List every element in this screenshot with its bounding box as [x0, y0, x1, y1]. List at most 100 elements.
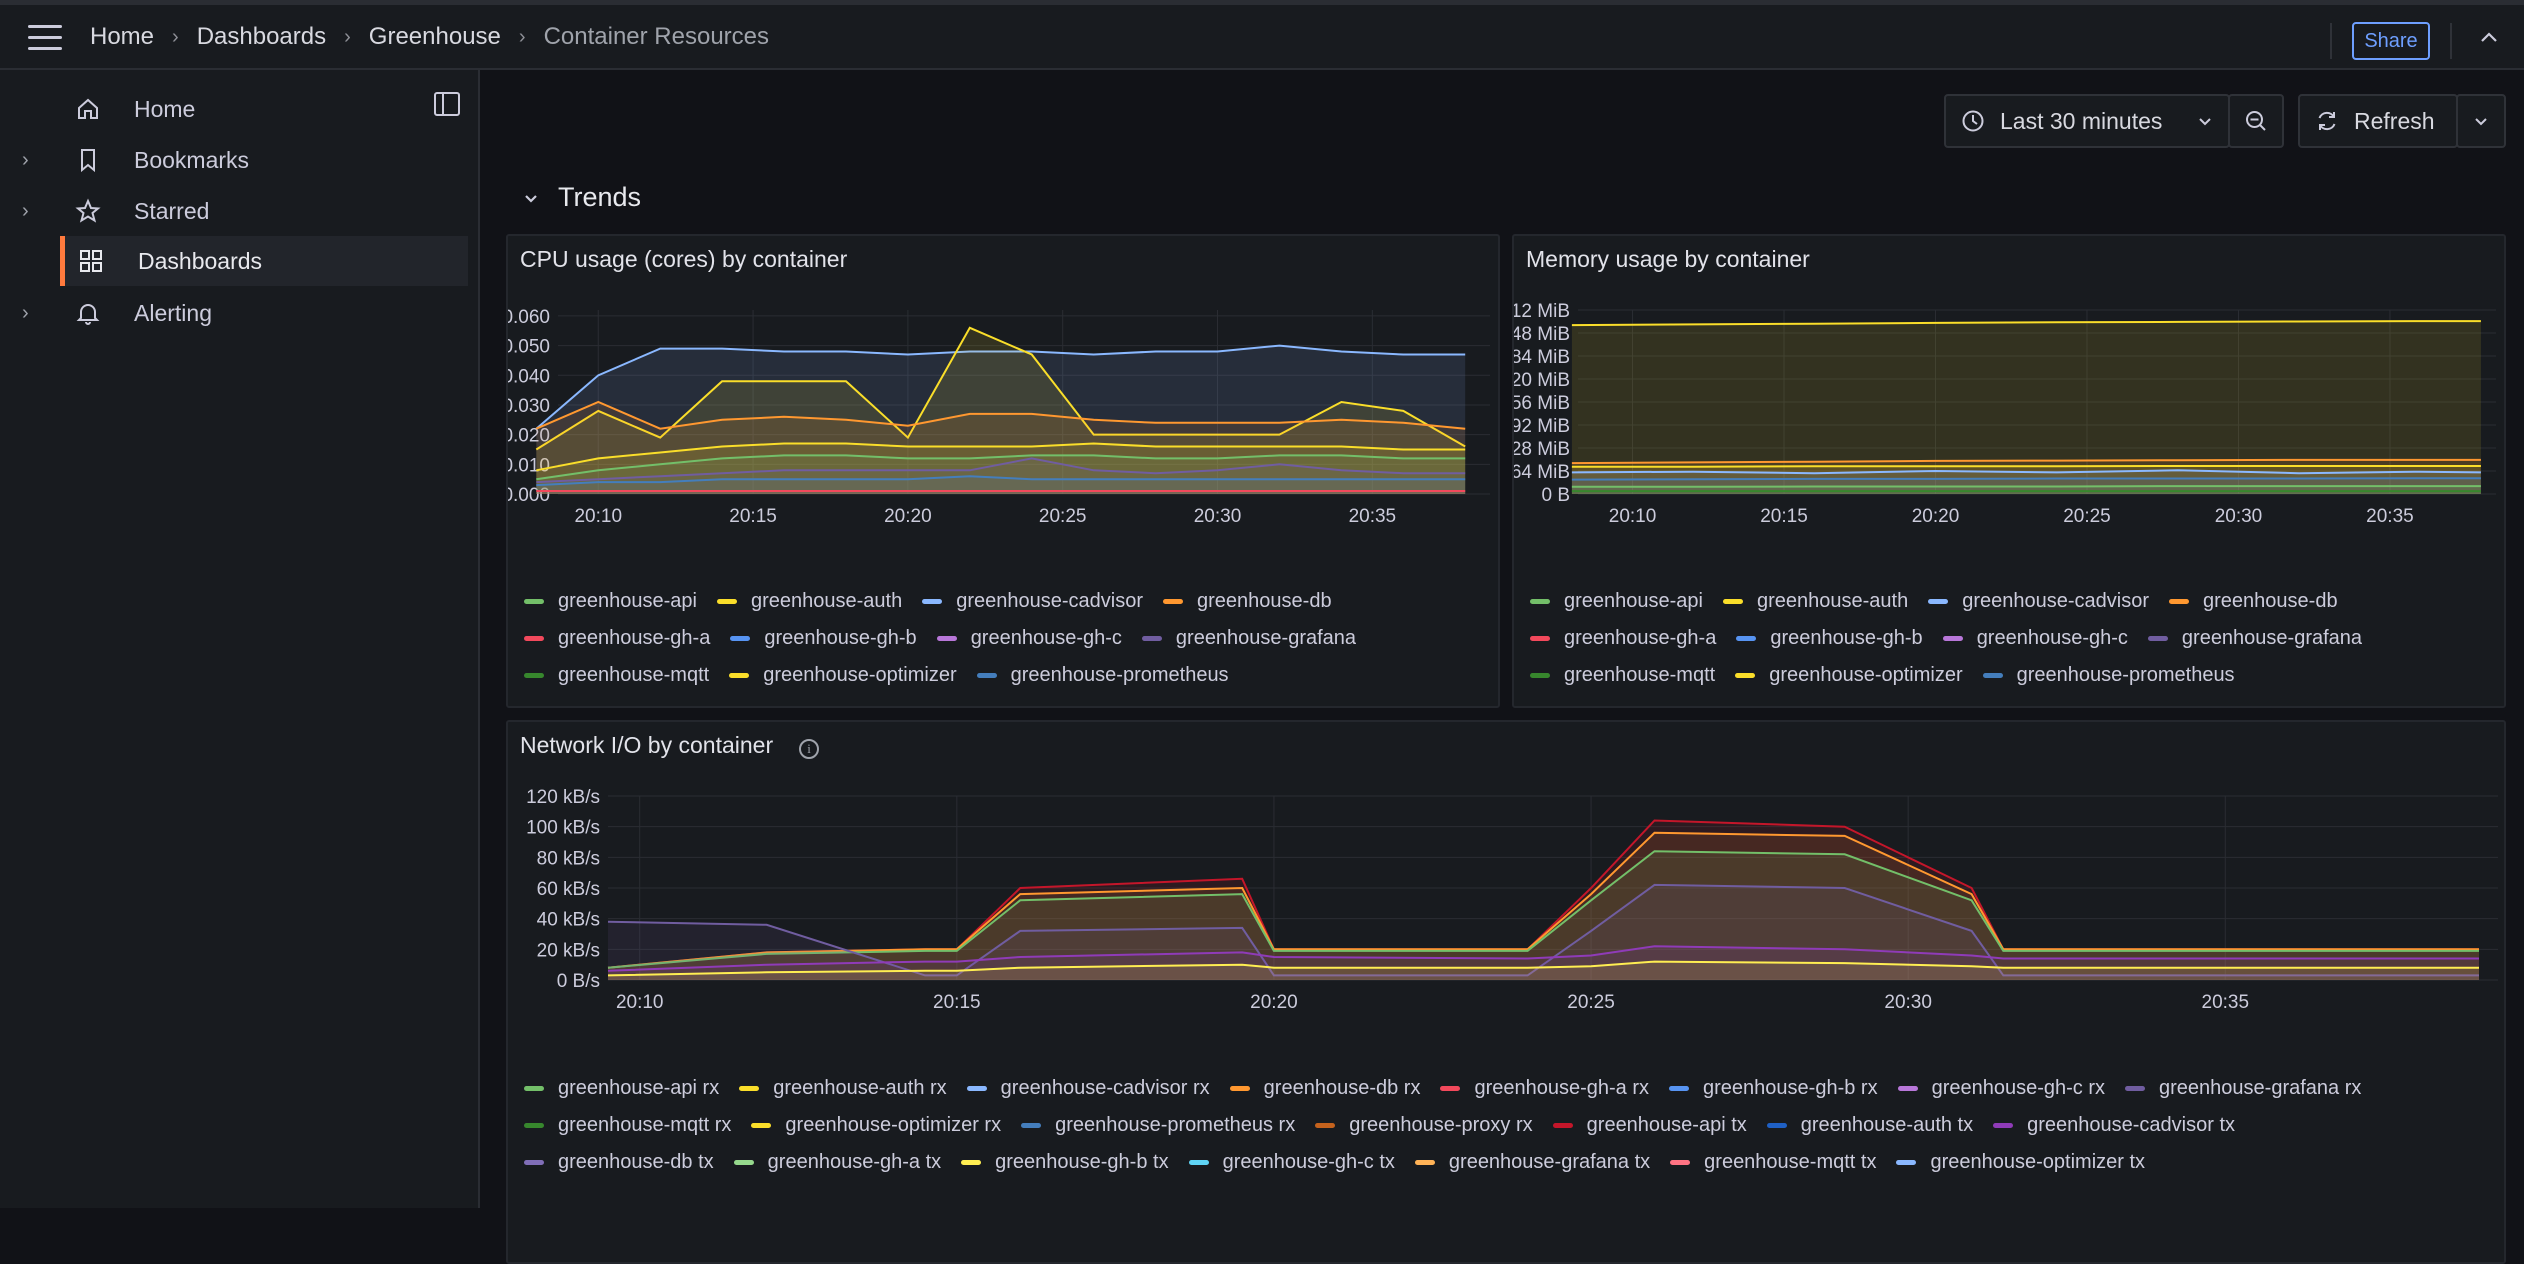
legend-label: greenhouse-auth	[1757, 590, 1909, 612]
legend-item[interactable]: greenhouse-gh-a rx	[1440, 1077, 1649, 1100]
network-chart[interactable]: 0 B/s 20 kB/s 40 kB/s 60 kB/s 80 kB/s 100 kB/…	[508, 782, 2506, 1072]
legend-item[interactable]: greenhouse-gh-b rx	[1669, 1077, 1878, 1100]
sidebar-item-alerting[interactable]: › Alerting	[0, 288, 468, 338]
legend-item[interactable]: greenhouse-grafana	[2147, 627, 2362, 650]
sidebar-item-home[interactable]: Home	[0, 84, 468, 134]
legend-item[interactable]: greenhouse-gh-a	[524, 627, 710, 650]
chevron-right-icon[interactable]: ›	[22, 301, 29, 324]
series-line[interactable]	[536, 457, 1466, 484]
legend-item[interactable]: greenhouse-gh-c rx	[1897, 1077, 2105, 1100]
legend-item[interactable]: greenhouse-api tx	[1552, 1114, 1747, 1137]
memory-chart[interactable]: 0 B64 MiB128 MiB192 MiB256 MiB320 MiB384…	[1514, 296, 2506, 586]
refresh-button[interactable]: Refresh	[2298, 94, 2458, 148]
y-tick-label: 0.040	[508, 366, 550, 387]
legend-item[interactable]: greenhouse-gh-a	[1530, 627, 1716, 650]
series-area	[608, 851, 2479, 980]
legend-item[interactable]: greenhouse-gh-c	[1942, 627, 2128, 650]
legend-item[interactable]: greenhouse-mqtt	[1530, 664, 1715, 687]
legend-item[interactable]: greenhouse-optimizer	[729, 664, 957, 687]
series-line[interactable]	[607, 831, 2479, 969]
legend-item[interactable]: greenhouse-auth	[1723, 590, 1908, 613]
time-range-picker[interactable]: Last 30 minutes	[1944, 94, 2230, 148]
legend-item[interactable]: greenhouse-api rx	[524, 1077, 719, 1100]
refresh-interval-dropdown[interactable]	[2456, 94, 2506, 148]
legend-label: greenhouse-cadvisor	[956, 590, 1144, 612]
series-line[interactable]	[1571, 458, 2481, 465]
panel-memory[interactable]: Memory usage by container 0 B64 MiB128 M…	[1512, 234, 2506, 708]
series-line[interactable]	[607, 850, 2479, 969]
legend-item[interactable]: greenhouse-prometheus	[976, 664, 1229, 687]
legend-item[interactable]: greenhouse-db tx	[524, 1151, 714, 1174]
legend-item[interactable]: greenhouse-mqtt tx	[1670, 1151, 1876, 1174]
legend-item[interactable]: greenhouse-cadvisor rx	[966, 1077, 1210, 1100]
legend-item[interactable]: greenhouse-db rx	[1229, 1077, 1420, 1100]
chevron-up-icon[interactable]	[2478, 27, 2500, 56]
cpu-chart[interactable]: 0.0000.0100.0200.0300.0400.0500.06020:10…	[508, 296, 1500, 586]
series-line[interactable]	[607, 945, 2479, 972]
legend-item[interactable]: greenhouse-cadvisor tx	[1993, 1114, 2235, 1137]
legend-item[interactable]: greenhouse-db	[2169, 590, 2338, 613]
legend-item[interactable]: greenhouse-gh-c	[936, 627, 1122, 650]
series-line[interactable]	[1571, 477, 2481, 481]
legend-swatch	[2169, 599, 2190, 604]
sidebar-item-starred[interactable]: › Starred	[0, 186, 468, 236]
series-line[interactable]	[535, 400, 1466, 430]
breadcrumb-dashboards[interactable]: Dashboards	[196, 23, 327, 50]
legend-label: greenhouse-gh-c tx	[1222, 1151, 1395, 1173]
zoom-out-button[interactable]	[2228, 94, 2284, 148]
menu-icon[interactable]	[28, 25, 62, 51]
panel-network[interactable]: Network I/O by container i 0 B/s 20 kB/s 40…	[506, 720, 2506, 1264]
series-line[interactable]	[1571, 485, 2481, 488]
series-line[interactable]	[607, 960, 2479, 977]
legend-item[interactable]: greenhouse-db	[1163, 590, 1332, 613]
legend-item[interactable]: greenhouse-prometheus rx	[1021, 1114, 1295, 1137]
legend-item[interactable]: greenhouse-gh-b	[730, 627, 917, 650]
legend-item[interactable]: greenhouse-prometheus	[1982, 664, 2235, 687]
legend-item[interactable]: greenhouse-auth	[717, 590, 902, 613]
series-line[interactable]	[1571, 320, 2481, 327]
panel-cpu[interactable]: CPU usage (cores) by container 0.0000.01…	[506, 234, 1500, 708]
legend-item[interactable]: greenhouse-mqtt	[524, 664, 709, 687]
legend-item[interactable]: greenhouse-optimizer tx	[1896, 1151, 2145, 1174]
series-line[interactable]	[536, 454, 1466, 481]
legend-item[interactable]: greenhouse-gh-b tx	[961, 1151, 1169, 1174]
legend-item[interactable]: greenhouse-api	[1530, 590, 1703, 613]
info-icon[interactable]: i	[799, 739, 820, 759]
legend-item[interactable]: greenhouse-mqtt rx	[524, 1114, 731, 1137]
legend-row: greenhouse-mqtt greenhouse-optimizer gre…	[524, 657, 1376, 694]
legend-item[interactable]: greenhouse-gh-a tx	[733, 1151, 941, 1174]
chevron-right-icon[interactable]: ›	[22, 199, 29, 222]
chevron-right-icon[interactable]: ›	[22, 148, 29, 171]
legend-item[interactable]: greenhouse-cadvisor	[922, 590, 1143, 613]
dock-menu-icon[interactable]	[434, 92, 460, 116]
series-line[interactable]	[535, 344, 1466, 430]
legend-item[interactable]: greenhouse-grafana tx	[1414, 1151, 1650, 1174]
legend-item[interactable]: greenhouse-auth tx	[1766, 1114, 1973, 1137]
legend-item[interactable]: greenhouse-grafana	[1141, 627, 1356, 650]
legend-item[interactable]: greenhouse-api	[524, 590, 697, 613]
legend-item[interactable]: greenhouse-cadvisor	[1928, 590, 2149, 613]
series-line[interactable]	[536, 475, 1466, 487]
breadcrumb-greenhouse[interactable]: Greenhouse	[368, 23, 501, 50]
legend-item[interactable]: greenhouse-grafana rx	[2125, 1077, 2361, 1100]
series-line[interactable]	[535, 326, 1466, 451]
legend-item[interactable]: greenhouse-auth rx	[739, 1077, 947, 1100]
legend-item[interactable]: greenhouse-gh-c tx	[1188, 1151, 1395, 1174]
series-line[interactable]	[1571, 465, 2481, 468]
legend-item[interactable]: greenhouse-gh-b	[1736, 627, 1923, 650]
legend-item[interactable]: greenhouse-optimizer	[1735, 664, 1963, 687]
sidebar-item-dashboards[interactable]: Dashboards	[60, 236, 468, 286]
share-button[interactable]: Share	[2352, 22, 2430, 60]
breadcrumb-home[interactable]: Home	[90, 23, 155, 50]
series-line[interactable]	[1571, 469, 2481, 475]
legend-label: greenhouse-db	[2203, 590, 2338, 612]
legend-item[interactable]: greenhouse-optimizer rx	[751, 1114, 1001, 1137]
row-header-trends[interactable]: Trends	[522, 182, 641, 213]
legend-row: greenhouse-api rx greenhouse-auth rx gre…	[524, 1070, 2381, 1107]
x-tick-label: 20:20	[1912, 506, 1960, 527]
series-line[interactable]	[607, 883, 2479, 977]
sidebar-item-bookmarks[interactable]: › Bookmarks	[0, 135, 468, 185]
series-line[interactable]	[536, 442, 1466, 472]
legend-item[interactable]: greenhouse-proxy rx	[1315, 1114, 1533, 1137]
legend-swatch	[1896, 1160, 1917, 1165]
